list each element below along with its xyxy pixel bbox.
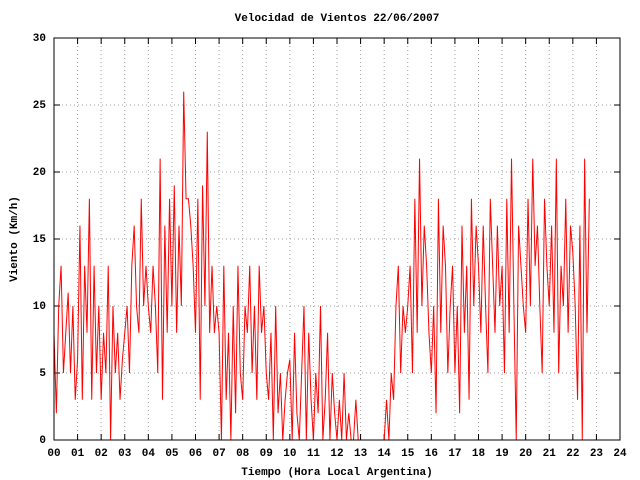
chart-title: Velocidad de Vientos 22/06/2007 — [235, 13, 440, 25]
x-tick-label: 24 — [613, 448, 627, 460]
x-tick-label: 15 — [401, 448, 415, 460]
x-tick-label: 13 — [354, 448, 368, 460]
y-tick-label: 20 — [33, 167, 46, 179]
x-tick-label: 12 — [330, 448, 343, 460]
x-tick-label: 16 — [425, 448, 438, 460]
y-tick-label: 5 — [39, 368, 46, 380]
y-tick-label: 10 — [33, 301, 46, 313]
y-tick-label: 0 — [39, 435, 46, 447]
x-axis-label: Tiempo (Hora Local Argentina) — [241, 467, 432, 479]
y-tick-label: 30 — [33, 33, 46, 45]
x-tick-label: 17 — [448, 448, 461, 460]
x-tick-label: 20 — [519, 448, 532, 460]
x-tick-label: 07 — [212, 448, 225, 460]
plot-frame — [53, 37, 621, 441]
x-tick-label: 08 — [236, 448, 250, 460]
data-line — [53, 91, 590, 441]
y-tick-label: 25 — [33, 100, 47, 112]
x-tick-label: 14 — [378, 448, 392, 460]
x-tick-label: 05 — [165, 448, 179, 460]
y-tick-label: 15 — [33, 234, 47, 246]
x-tick-label: 21 — [543, 448, 557, 460]
y-axis-label: Viento (Km/h) — [9, 196, 21, 282]
x-tick-label: 04 — [142, 448, 156, 460]
x-tick-label: 18 — [472, 448, 486, 460]
x-tick-label: 09 — [260, 448, 273, 460]
x-tick-label: 10 — [283, 448, 296, 460]
x-tick-label: 06 — [189, 448, 202, 460]
x-tick-label: 22 — [566, 448, 579, 460]
x-tick-label: 23 — [590, 448, 604, 460]
x-tick-label: 00 — [47, 448, 60, 460]
x-tick-label: 02 — [95, 448, 108, 460]
x-tick-label: 11 — [307, 448, 321, 460]
x-tick-label: 03 — [118, 448, 132, 460]
x-tick-label: 01 — [71, 448, 85, 460]
x-tick-label: 19 — [495, 448, 508, 460]
